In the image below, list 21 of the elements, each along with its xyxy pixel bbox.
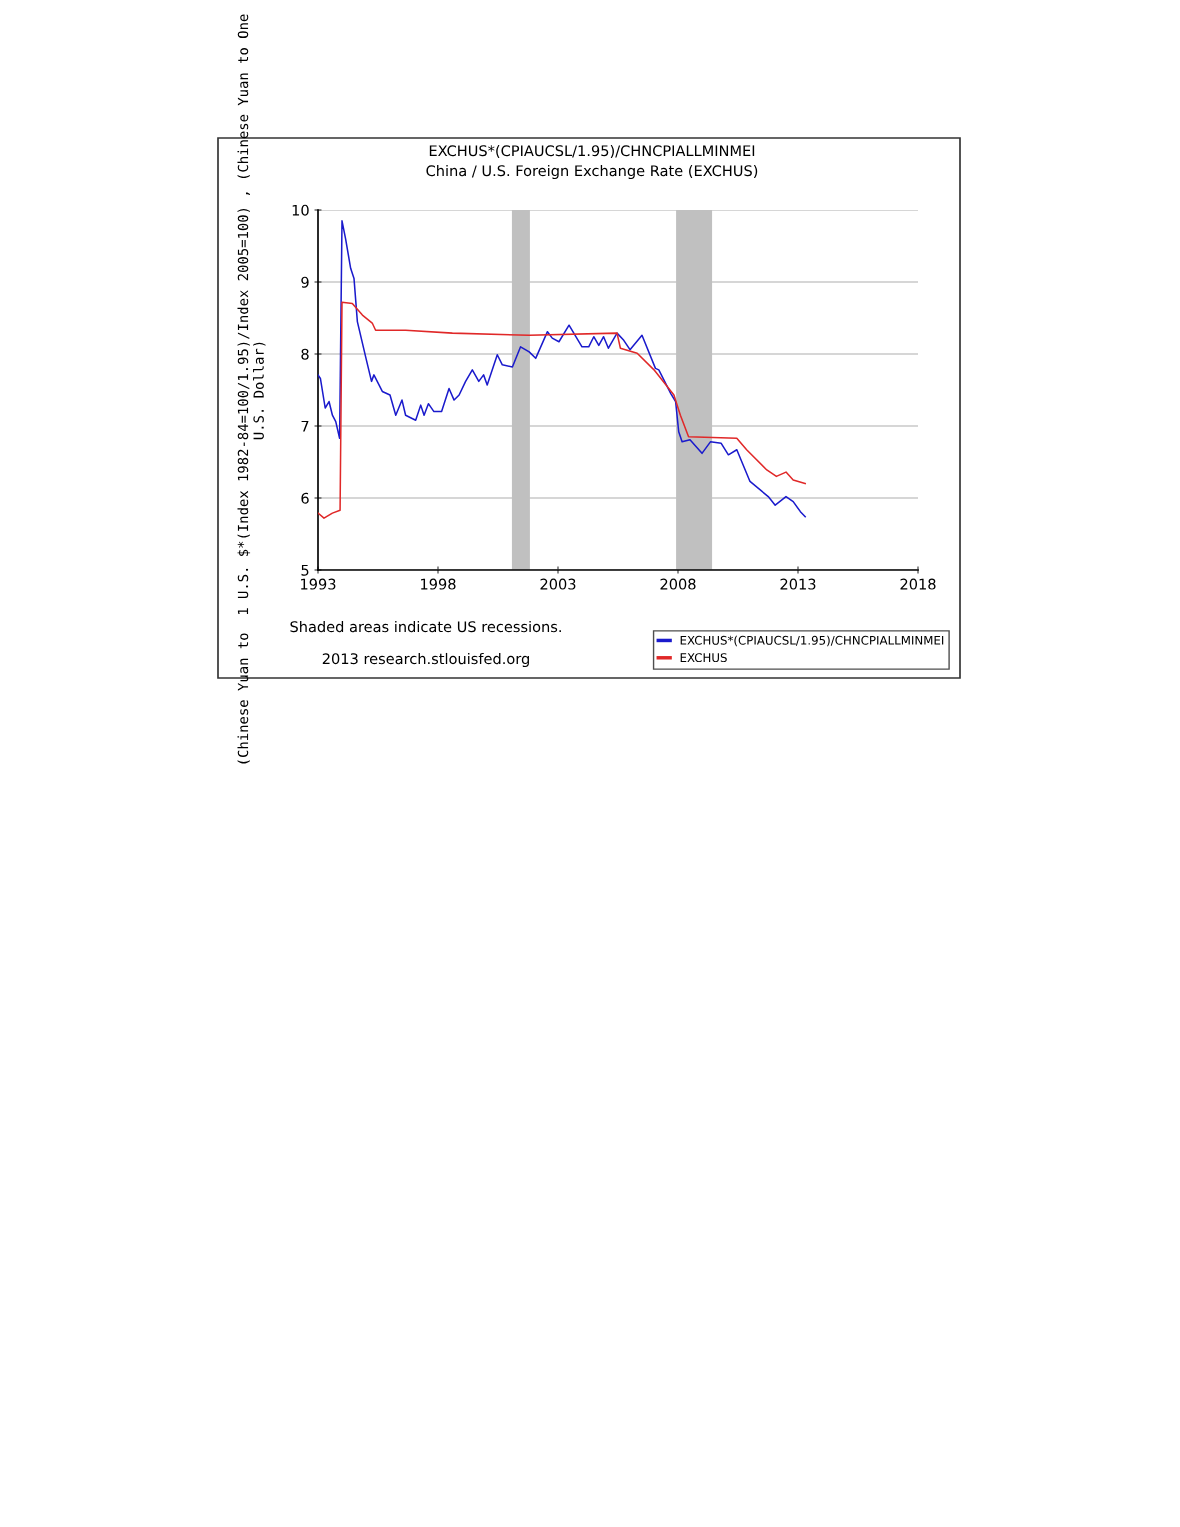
x-tick-label: 2018 [900,578,936,590]
chart-subtitle: China / U.S. Foreign Exchange Rate (EXCHUS) [426,164,758,180]
legend-label: EXCHUS [680,653,727,663]
y-tick-label: 10 [292,204,309,216]
y-tick-label: 9 [301,276,309,288]
line-series [318,220,806,518]
line-series [318,301,806,519]
x-tick-label: 2013 [780,578,816,590]
x-tick-label: 2003 [540,578,576,590]
y-tick-label: 8 [301,348,309,360]
y-tick-label: 7 [301,420,309,432]
x-tick-label: 1993 [301,578,336,590]
text: 2013 research.stlouisfed.org [322,652,529,668]
y-tick-label: 5 [301,564,309,576]
x-tick-label: 2008 [660,578,696,590]
x-tick-label: 1998 [421,578,456,590]
y-tick-label: 6 [301,492,309,504]
chart-title: EXCHUS*(CPIAUCSL/1.95)/CHNCPIALLMINMEI [429,144,755,158]
legend-label: EXCHUS*(CPIAUCSL/1.95)/CHNCPIALLMINMEI [680,635,944,647]
y-axis-title: (Chinese Yuan to 1 U.S. $*(Index 1982-84=100/1.95)/Index 2005=100) , (Chinese Yuan to One U.S. Dollar) [237,14,266,764]
text: Shaded areas indicate US recessions. [290,620,561,633]
